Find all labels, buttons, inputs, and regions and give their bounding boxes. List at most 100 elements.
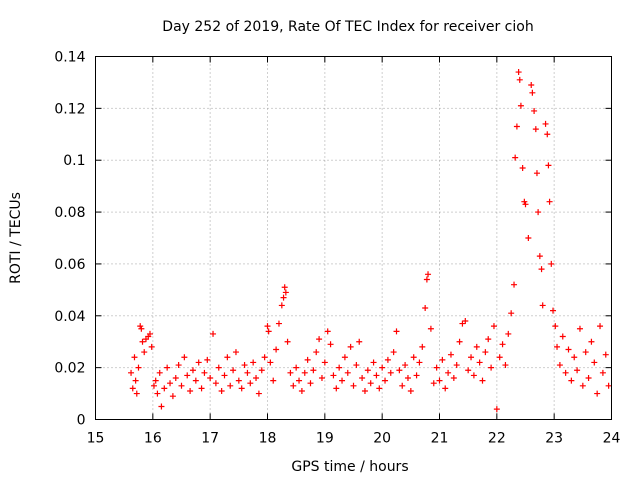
data-point: [218, 387, 225, 394]
data-point: [296, 377, 303, 384]
data-point: [275, 320, 282, 327]
data-point: [154, 390, 161, 397]
data-point: [238, 385, 245, 392]
x-axis-title: GPS time / hours: [291, 459, 408, 475]
data-point: [419, 343, 426, 350]
data-point: [433, 364, 440, 371]
data-point: [546, 198, 553, 205]
data-point: [336, 364, 343, 371]
data-point: [476, 359, 483, 366]
data-point: [422, 305, 429, 312]
data-point: [146, 330, 153, 337]
data-point: [571, 354, 578, 361]
data-point: [280, 294, 287, 301]
data-point: [333, 385, 340, 392]
data-point: [399, 382, 406, 389]
data-point: [367, 380, 374, 387]
data-point: [310, 367, 317, 374]
data-point: [181, 354, 188, 361]
data-point: [318, 375, 325, 382]
data-point: [387, 369, 394, 376]
y-tick-label: 0.02: [54, 361, 85, 377]
data-point: [230, 367, 237, 374]
x-tick-label: 23: [545, 431, 563, 447]
data-point: [430, 380, 437, 387]
data-point: [496, 354, 503, 361]
x-tick-label: 17: [201, 431, 219, 447]
data-point: [172, 375, 179, 382]
data-point: [158, 403, 165, 410]
data-point: [253, 375, 260, 382]
data-point: [513, 123, 520, 130]
data-point: [339, 377, 346, 384]
data-point: [261, 354, 268, 361]
data-point: [178, 382, 185, 389]
data-point: [404, 375, 411, 382]
x-tick-label: 18: [259, 431, 277, 447]
data-point: [370, 359, 377, 366]
data-point: [529, 89, 536, 96]
data-point: [152, 377, 159, 384]
data-point: [376, 385, 383, 392]
data-point: [525, 235, 532, 241]
data-point: [574, 367, 581, 374]
y-tick-label: 0.08: [54, 205, 85, 221]
data-point: [445, 369, 452, 376]
data-point: [442, 385, 449, 392]
y-tick-label: 0.04: [54, 309, 85, 325]
data-point: [278, 302, 285, 309]
x-tick-label: 20: [373, 431, 391, 447]
data-point: [591, 359, 598, 366]
data-point: [201, 369, 208, 376]
data-point: [423, 276, 430, 283]
data-point: [324, 328, 331, 335]
data-point: [390, 349, 397, 356]
data-point: [502, 362, 509, 369]
data-point: [493, 406, 500, 413]
data-point: [141, 349, 148, 356]
data-point: [539, 302, 546, 309]
data-point: [167, 380, 174, 387]
data-point: [396, 367, 403, 374]
data-point: [290, 382, 297, 389]
data-point: [548, 260, 555, 267]
data-point: [545, 162, 552, 169]
data-point: [364, 367, 371, 374]
data-point: [273, 346, 280, 353]
data-point: [425, 271, 432, 278]
data-point: [565, 346, 572, 353]
data-point: [282, 289, 289, 296]
x-tick-label: 19: [316, 431, 334, 447]
data-point: [505, 330, 512, 337]
data-point: [512, 154, 519, 161]
data-point: [212, 380, 219, 387]
data-point: [316, 336, 323, 343]
data-point: [511, 281, 518, 288]
data-point: [247, 380, 254, 387]
data-point: [131, 354, 138, 361]
data-point: [597, 323, 604, 330]
data-point: [132, 377, 139, 384]
data-point: [359, 375, 366, 382]
data-point: [384, 356, 391, 363]
data-point: [602, 351, 609, 358]
data-point: [515, 69, 522, 76]
y-tick-label: 0.06: [54, 257, 85, 273]
data-point: [361, 387, 368, 394]
data-point: [184, 372, 191, 379]
data-point: [522, 201, 529, 208]
data-point: [287, 369, 294, 376]
data-point: [413, 372, 420, 379]
data-point: [528, 82, 535, 89]
data-point: [258, 367, 265, 374]
data-point: [244, 369, 251, 376]
grid-layer: [95, 56, 612, 420]
data-point: [227, 382, 234, 389]
x-tick-label: 15: [87, 431, 105, 447]
data-point: [531, 107, 538, 114]
data-point: [508, 310, 515, 317]
data-point: [538, 266, 545, 273]
data-point: [293, 364, 300, 371]
data-point: [532, 126, 539, 133]
data-point: [439, 356, 446, 363]
